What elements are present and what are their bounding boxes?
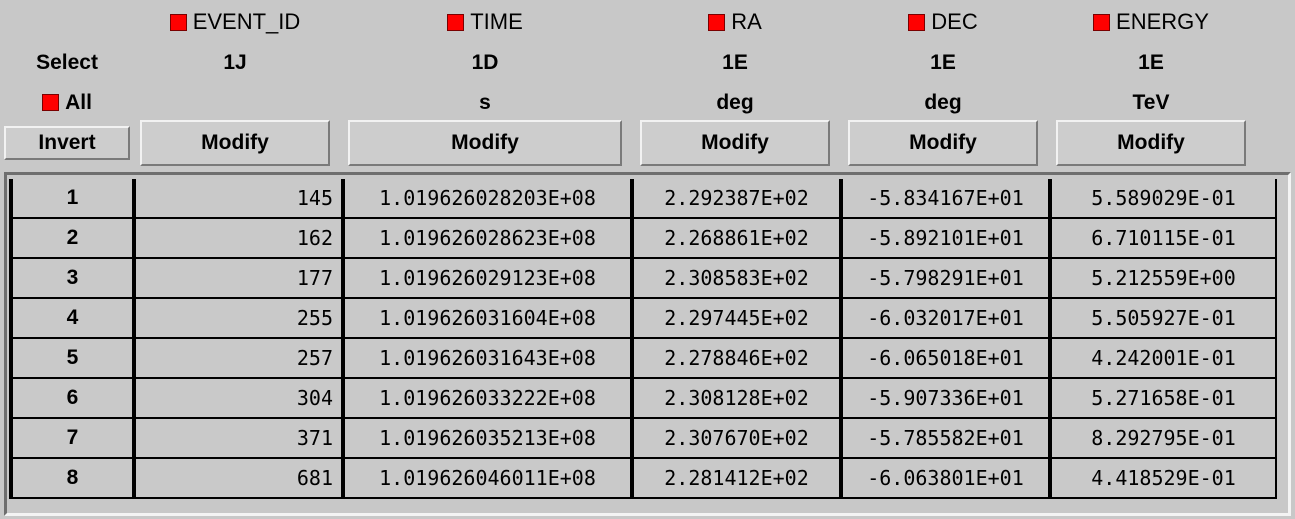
table-cell-time[interactable]: 1.019626028203E+08 bbox=[345, 179, 630, 217]
column-name-energy: ENERGY bbox=[1116, 9, 1209, 34]
column-name-ra: RA bbox=[731, 9, 762, 34]
modify-button-dec[interactable]: Modify bbox=[848, 120, 1038, 166]
column-checkbox-dec[interactable] bbox=[908, 14, 926, 31]
table-cell-ra[interactable]: 2.281412E+02 bbox=[634, 459, 839, 497]
column-format-energy: 1E bbox=[1138, 51, 1164, 74]
column-checkbox-ra[interactable] bbox=[708, 14, 726, 31]
table-cell-ra[interactable]: 2.308128E+02 bbox=[634, 379, 839, 417]
table-cell-ra[interactable]: 2.278846E+02 bbox=[634, 339, 839, 377]
table-cell-energy[interactable]: 8.292795E-01 bbox=[1052, 419, 1275, 457]
table-cell-time[interactable]: 1.019626035213E+08 bbox=[345, 419, 630, 457]
table-cell-event-id[interactable]: 681 bbox=[136, 459, 341, 497]
select-all-toggle[interactable]: All bbox=[20, 91, 114, 115]
row-number[interactable]: 7 bbox=[13, 419, 132, 457]
column-header-time[interactable]: TIME bbox=[348, 10, 622, 34]
table-cell-dec[interactable]: -6.032017E+01 bbox=[843, 299, 1048, 337]
row-number[interactable]: 5 bbox=[13, 339, 132, 377]
row-number[interactable]: 6 bbox=[13, 379, 132, 417]
table-cell-event-id[interactable]: 162 bbox=[136, 219, 341, 257]
table-cell-dec[interactable]: -5.834167E+01 bbox=[843, 179, 1048, 217]
data-table: 1 145 1.019626028203E+08 2.292387E+02 -5.834… bbox=[9, 179, 1277, 499]
column-format-event-id: 1J bbox=[223, 51, 247, 74]
column-format-ra: 1E bbox=[722, 51, 748, 74]
modify-button-energy[interactable]: Modify bbox=[1056, 120, 1246, 166]
table-cell-energy[interactable]: 5.589029E-01 bbox=[1052, 179, 1275, 217]
column-unit-energy: TeV bbox=[1132, 91, 1170, 114]
table-cell-event-id[interactable]: 177 bbox=[136, 259, 341, 297]
invert-button[interactable]: Invert bbox=[4, 126, 130, 160]
table-cell-ra[interactable]: 2.307670E+02 bbox=[634, 419, 839, 457]
table-cell-time[interactable]: 1.019626031604E+08 bbox=[345, 299, 630, 337]
table-cell-event-id[interactable]: 371 bbox=[136, 419, 341, 457]
column-unit-dec: deg bbox=[924, 91, 962, 114]
column-header-dec[interactable]: DEC bbox=[848, 10, 1038, 34]
select-label: Select bbox=[36, 51, 98, 74]
column-checkbox-event-id[interactable] bbox=[169, 14, 187, 31]
modify-button-event-id[interactable]: Modify bbox=[140, 120, 330, 166]
column-header-event-id[interactable]: EVENT_ID bbox=[140, 10, 330, 34]
table-cell-energy[interactable]: 6.710115E-01 bbox=[1052, 219, 1275, 257]
table-cell-dec[interactable]: -5.892101E+01 bbox=[843, 219, 1048, 257]
table-cell-event-id[interactable]: 257 bbox=[136, 339, 341, 377]
table-cell-energy[interactable]: 4.242001E-01 bbox=[1052, 339, 1275, 377]
table-cell-time[interactable]: 1.019626031643E+08 bbox=[345, 339, 630, 377]
table-cell-ra[interactable]: 2.292387E+02 bbox=[634, 179, 839, 217]
table-cell-dec[interactable]: -6.063801E+01 bbox=[843, 459, 1048, 497]
row-number[interactable]: 1 bbox=[13, 179, 132, 217]
column-unit-ra: deg bbox=[716, 91, 754, 114]
modify-button-ra[interactable]: Modify bbox=[640, 120, 830, 166]
table-cell-energy[interactable]: 4.418529E-01 bbox=[1052, 459, 1275, 497]
table-cell-ra[interactable]: 2.297445E+02 bbox=[634, 299, 839, 337]
column-format-time: 1D bbox=[471, 51, 499, 74]
column-header-ra[interactable]: RA bbox=[640, 10, 830, 34]
row-number[interactable]: 2 bbox=[13, 219, 132, 257]
table-cell-event-id[interactable]: 145 bbox=[136, 179, 341, 217]
row-number[interactable]: 8 bbox=[13, 459, 132, 497]
table-cell-time[interactable]: 1.019626046011E+08 bbox=[345, 459, 630, 497]
column-header-energy[interactable]: ENERGY bbox=[1056, 10, 1246, 34]
table-cell-dec[interactable]: -6.065018E+01 bbox=[843, 339, 1048, 377]
table-cell-dec[interactable]: -5.785582E+01 bbox=[843, 419, 1048, 457]
table-cell-energy[interactable]: 5.271658E-01 bbox=[1052, 379, 1275, 417]
table-cell-time[interactable]: 1.019626029123E+08 bbox=[345, 259, 630, 297]
column-checkbox-energy[interactable] bbox=[1093, 14, 1111, 31]
table-cell-time[interactable]: 1.019626028623E+08 bbox=[345, 219, 630, 257]
column-unit-time: s bbox=[479, 91, 491, 114]
table-cell-energy[interactable]: 5.505927E-01 bbox=[1052, 299, 1275, 337]
column-checkbox-time[interactable] bbox=[447, 14, 465, 31]
table-cell-event-id[interactable]: 304 bbox=[136, 379, 341, 417]
column-format-dec: 1E bbox=[930, 51, 956, 74]
modify-button-time[interactable]: Modify bbox=[348, 120, 622, 166]
table-cell-time[interactable]: 1.019626033222E+08 bbox=[345, 379, 630, 417]
table-cell-event-id[interactable]: 255 bbox=[136, 299, 341, 337]
row-number[interactable]: 3 bbox=[13, 259, 132, 297]
table-cell-dec[interactable]: -5.798291E+01 bbox=[843, 259, 1048, 297]
select-all-label: All bbox=[65, 91, 92, 114]
select-all-checkbox[interactable] bbox=[42, 94, 60, 111]
row-number[interactable]: 4 bbox=[13, 299, 132, 337]
column-name-dec: DEC bbox=[931, 9, 978, 34]
table-cell-ra[interactable]: 2.308583E+02 bbox=[634, 259, 839, 297]
table-cell-dec[interactable]: -5.907336E+01 bbox=[843, 379, 1048, 417]
column-name-time: TIME bbox=[470, 9, 523, 34]
column-name-event-id: EVENT_ID bbox=[192, 9, 301, 34]
table-cell-energy[interactable]: 5.212559E+00 bbox=[1052, 259, 1275, 297]
table-cell-ra[interactable]: 2.268861E+02 bbox=[634, 219, 839, 257]
